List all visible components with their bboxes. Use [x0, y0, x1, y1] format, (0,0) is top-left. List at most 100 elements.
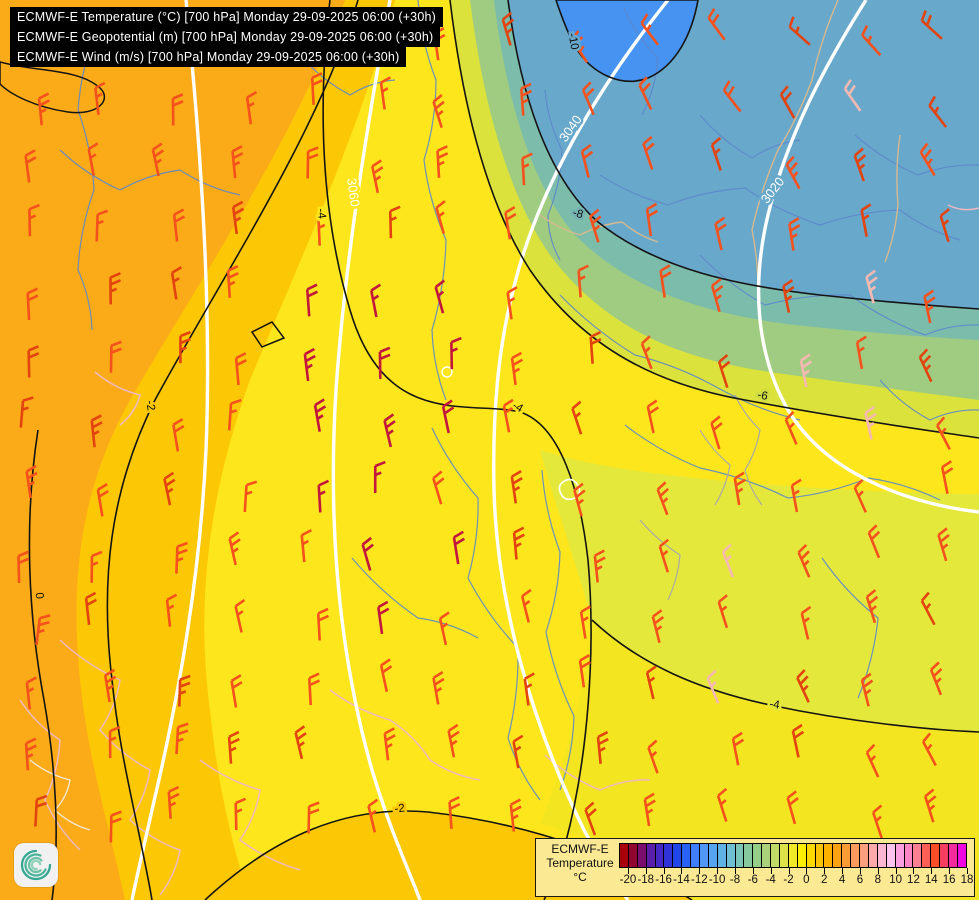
- river-line: [599, 174, 961, 241]
- river-line: [77, 29, 97, 331]
- temperature-contour-label: 0: [33, 592, 46, 600]
- river-line: [879, 379, 979, 421]
- wind-barb: [512, 526, 525, 560]
- wind-barb: [853, 147, 867, 182]
- legend-tick: [877, 868, 879, 874]
- wind-barb: [17, 550, 30, 584]
- legend-tick: [735, 868, 736, 874]
- wind-barb: [577, 264, 589, 298]
- wind-barb: [25, 676, 38, 710]
- wind-barb: [303, 347, 316, 382]
- legend-tick: [627, 868, 629, 874]
- legend-tick: [859, 868, 861, 874]
- wind-barb: [307, 672, 320, 706]
- wind-barb: [172, 208, 186, 242]
- temperature-contour: [591, 619, 979, 733]
- wind-barb: [928, 95, 948, 128]
- river-line: [351, 557, 479, 639]
- wind-barb: [717, 594, 729, 629]
- wind-barb: [450, 336, 462, 370]
- wind-barb: [651, 609, 665, 644]
- wind-barb: [721, 543, 735, 578]
- legend-tick: [752, 868, 754, 874]
- legend-tick: [931, 868, 933, 874]
- wind-barb: [722, 80, 742, 113]
- wind-barb: [512, 734, 524, 769]
- wind-barb: [28, 203, 40, 237]
- wind-barb: [710, 136, 722, 171]
- temperature-contour-label: -10: [566, 32, 581, 50]
- temperature-contour: [106, 0, 359, 900]
- legend-color-cell: [780, 844, 789, 867]
- wind-barb: [24, 737, 37, 771]
- wind-barb: [234, 598, 246, 633]
- wind-barb: [300, 529, 312, 563]
- legend-tick: [717, 868, 719, 874]
- temperature-contour: [507, 0, 979, 310]
- wind-barb: [717, 354, 731, 388]
- legend-tick: [967, 868, 968, 874]
- wind-barb: [317, 213, 329, 246]
- wind-barb: [370, 283, 382, 318]
- wind-barb: [452, 530, 465, 565]
- wind-barb: [860, 672, 874, 707]
- map-title-temperature: ECMWF-E Temperature (°C) [700 hPa] Monda…: [10, 7, 444, 27]
- legend-tick: [824, 868, 826, 874]
- wind-barb: [865, 589, 879, 624]
- swirl-arc: [30, 859, 42, 871]
- region-yellow-se: [540, 620, 979, 900]
- wind-barb: [785, 155, 801, 190]
- wind-barb: [245, 90, 258, 125]
- wind-barb: [305, 283, 319, 317]
- wind-barb: [90, 414, 103, 448]
- wind-barb: [640, 335, 653, 370]
- wind-barb: [379, 76, 392, 110]
- legend-color-cell: [646, 844, 656, 867]
- wind-barb: [865, 269, 878, 304]
- wind-barb: [227, 730, 240, 764]
- wind-barb: [24, 149, 37, 183]
- legend-color-cell: [824, 844, 834, 867]
- wind-barb: [640, 13, 660, 46]
- legend-color-cell: [948, 844, 958, 867]
- wind-barb: [584, 801, 597, 836]
- wind-barb: [843, 79, 862, 112]
- wind-barb: [243, 480, 258, 513]
- legend-tick: [788, 868, 790, 874]
- river-line: [59, 149, 241, 196]
- legend-tick-label: 18: [960, 874, 974, 886]
- river-line: [854, 134, 979, 176]
- wind-barb: [432, 470, 445, 505]
- legend-tick-label: -2: [783, 874, 794, 886]
- legend-tick-label: 14: [924, 874, 938, 886]
- geopotential-contour: [756, 0, 979, 514]
- wind-barb: [707, 8, 726, 41]
- wind-barb: [317, 479, 330, 513]
- wind-barb: [578, 654, 591, 688]
- wind-barb: [383, 727, 396, 761]
- geopotential-contour-label: 3060: [344, 177, 363, 208]
- wind-barb: [87, 142, 99, 176]
- region-royal-blue: [556, 0, 698, 82]
- wind-barb: [659, 264, 672, 298]
- legend-color-cell: [851, 844, 861, 867]
- wind-barb: [163, 471, 176, 506]
- legend-tick: [842, 868, 844, 874]
- legend-title-model: ECMWF-E: [551, 842, 609, 856]
- wind-barb: [103, 668, 117, 703]
- wind-barb: [34, 794, 48, 827]
- wind-barb: [313, 398, 327, 432]
- swirl-arc: [24, 853, 47, 877]
- wind-barb: [642, 135, 655, 170]
- border-line-gray: [734, 394, 763, 506]
- legend-tick-label: -12: [690, 874, 708, 886]
- coastline-cream: [29, 759, 91, 831]
- legend-color-cell: [957, 844, 966, 867]
- wind-barb: [435, 200, 446, 235]
- legend-tick: [770, 868, 772, 874]
- wind-barb: [377, 600, 390, 635]
- wind-barb: [109, 810, 122, 843]
- wind-barb: [788, 16, 811, 46]
- wind-barb: [647, 739, 659, 774]
